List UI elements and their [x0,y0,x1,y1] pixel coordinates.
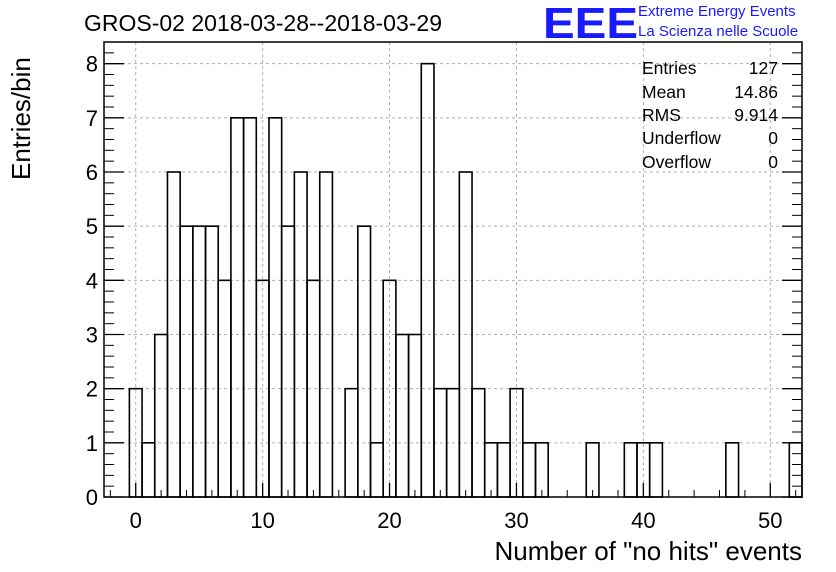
x-tick-label: 50 [758,508,782,533]
y-tick-label: 0 [86,485,98,510]
stat-value: 14.86 [734,82,778,102]
histogram-bin [268,117,283,498]
histogram-bin [788,442,803,498]
y-axis-label: Entries/bin [6,57,36,180]
y-tick-label: 7 [86,106,98,131]
x-tick-label: 20 [377,508,401,533]
histogram-bin [648,442,664,498]
histogram-bin [521,442,537,498]
x-tick-label: 0 [130,508,142,533]
tick-labels: 0 10 20 30 40 50 0 1 2 3 4 5 6 7 8 [86,52,783,533]
stat-label: Entries [642,58,697,78]
eee-logo: EEE [543,2,638,42]
x-tick-label: 40 [631,508,655,533]
y-tick-label: 8 [86,52,98,77]
histogram-bin [192,225,207,498]
stat-label: RMS [642,105,681,125]
histogram-bin [141,442,156,498]
histogram-bin [623,442,638,498]
histogram-bin [407,333,423,498]
histogram-bin [496,442,511,498]
stat-value: 9.914 [734,105,778,125]
stat-value: 0 [768,128,778,148]
histogram-bin [153,333,169,498]
histogram-bin [230,117,245,498]
stat-label: Overflow [642,152,712,172]
x-tick-label: 10 [250,508,274,533]
x-axis-label: Number of "no hits" events [494,536,803,566]
histogram-bin [179,225,194,498]
histogram-bin [534,442,549,498]
stat-underflow: Underflow 0 [642,128,778,150]
stat-entries: Entries 127 [642,58,778,80]
histogram-bin [395,333,410,498]
stat-value: 0 [768,152,778,172]
chart-title: GROS-02 2018-03-28--2018-03-29 [84,10,442,36]
histogram-bin [585,442,600,498]
logo-line-1: Extreme Energy Events [638,3,796,20]
histogram-bin [280,225,296,498]
stat-rms: RMS 9.914 [642,105,778,127]
histogram-bin [369,442,385,498]
histogram-bin [242,117,258,498]
y-tick-label: 1 [86,431,98,456]
histogram-bin [204,225,220,498]
eee-logo-mark: EEE [543,2,638,42]
y-tick-label: 2 [86,377,98,402]
stat-overflow: Overflow 0 [642,152,778,174]
histogram-bin [357,225,372,498]
stat-mean: Mean 14.86 [642,82,778,104]
stat-label: Mean [642,82,686,102]
histogram-bin [725,442,740,498]
stat-label: Underflow [642,128,721,148]
y-tick-label: 4 [86,268,98,293]
axis-ticks [104,52,802,498]
x-tick-label: 30 [504,508,528,533]
histogram-bin [483,442,499,498]
logo-line-2: La Scienza nelle Scuole [638,23,799,40]
y-tick-label: 6 [86,160,98,185]
y-tick-label: 3 [86,323,98,348]
y-tick-label: 5 [86,214,98,239]
stat-value: 127 [748,58,778,78]
